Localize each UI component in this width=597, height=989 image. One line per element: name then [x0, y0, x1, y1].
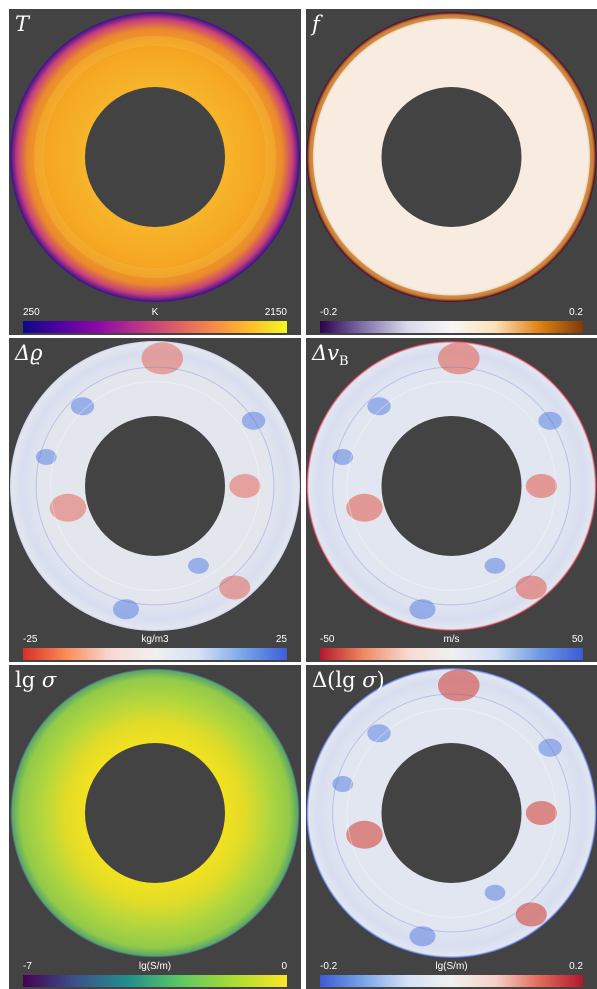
anomaly-blobs	[332, 342, 562, 620]
colorbar-gradient	[23, 648, 287, 660]
panel-velocity-anomaly: ΔvB -50 m/s 50	[306, 338, 597, 662]
colorbar-gradient	[320, 648, 583, 660]
colorbar-unit-label: kg/m3	[141, 634, 169, 645]
colorbar-min-label: -0.2	[320, 961, 338, 972]
panel-title: Δ(lg σ)	[312, 668, 385, 692]
colorbar-max-label: 50	[571, 634, 583, 645]
anomaly-blobs	[332, 669, 562, 947]
colorbar-min-label: -25	[23, 634, 38, 645]
panel-title: Δϱ	[15, 341, 43, 365]
colorbar: 250 K 2150	[23, 307, 287, 333]
panel-density-anomaly: Δϱ -25 kg/m3 25	[9, 338, 301, 662]
colorbar: -7 lg(S/m) 0	[23, 961, 287, 987]
colorbar-gradient	[320, 321, 583, 333]
inner-core	[85, 743, 225, 883]
inner-core	[85, 416, 225, 556]
ring-plot	[306, 12, 597, 302]
panel-conductivity-anomaly: Δ(lg σ) -0.2 lg(S/m) 0.2	[306, 665, 597, 989]
ring-plot	[306, 668, 597, 958]
colorbar-min-label: -7	[23, 961, 32, 972]
colorbar: -25 kg/m3 25	[23, 634, 287, 660]
ring-plot	[10, 341, 300, 631]
inner-core	[381, 87, 522, 227]
colorbar-max-label: 2150	[264, 307, 287, 318]
colorbar-min-label: -50	[320, 634, 335, 645]
ring-plot	[306, 341, 597, 631]
panel-title: T	[15, 12, 30, 36]
colorbar-unit-label: lg(S/m)	[435, 961, 468, 972]
panel-title: lg σ	[15, 668, 57, 692]
inner-core	[85, 87, 225, 227]
colorbar-unit-label: lg(S/m)	[138, 961, 172, 972]
inner-core	[381, 416, 522, 556]
colorbar: -0.2 0.2	[320, 307, 583, 333]
colorbar-max-label: 0.2	[569, 961, 583, 972]
colorbar-min-label: -0.2	[320, 307, 338, 318]
colorbar-max-label: 25	[275, 634, 287, 645]
colorbar-unit-label: K	[151, 307, 159, 318]
ring-plot	[10, 668, 300, 958]
colorbar-gradient	[320, 975, 583, 987]
ring-plot	[10, 12, 300, 302]
colorbar-unit-label: m/s	[443, 634, 460, 645]
inner-core	[381, 743, 522, 883]
panel-title: ΔvB	[312, 341, 349, 370]
panel-melt-fraction: f -0.2 0.2	[306, 9, 597, 335]
anomaly-blobs	[35, 342, 266, 620]
panel-temperature: T 250 K 2150	[9, 9, 301, 335]
panel-title: f	[312, 12, 320, 36]
colorbar-max-label: 0.2	[569, 307, 583, 318]
colorbar-max-label: 0	[281, 961, 287, 972]
panel-conductivity: lg σ -7 lg(S/m) 0	[9, 665, 301, 989]
colorbar: -50 m/s 50	[320, 634, 583, 660]
colorbar: -0.2 lg(S/m) 0.2	[320, 961, 583, 987]
colorbar-min-label: 250	[23, 307, 40, 318]
colorbar-gradient	[23, 321, 287, 333]
colorbar-gradient	[23, 975, 287, 987]
